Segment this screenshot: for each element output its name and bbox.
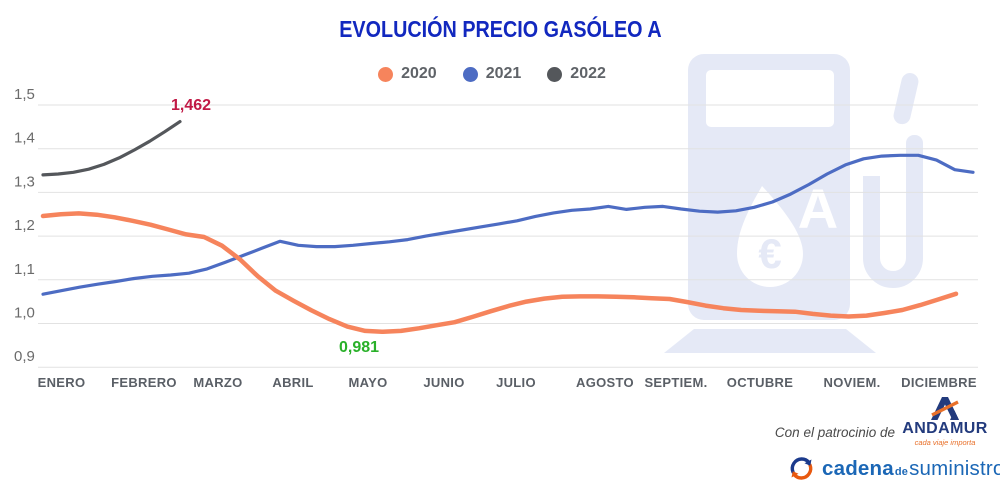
legend-label-2022: 2022	[570, 65, 606, 82]
andamur-tagline: cada viaje importa	[914, 438, 976, 447]
annotation-2022: 1,462	[171, 97, 211, 114]
cadena-wordmark: cadena de suministro	[822, 457, 1000, 481]
sponsor-caption: Con el patrocinio de	[774, 425, 895, 440]
y-axis-labels: 1,5 1,4 1,3 1,2 1,1 1,0 0,9	[14, 86, 35, 365]
x-tick-JULIO: JULIO	[496, 375, 536, 390]
series-line-2021	[41, 153, 975, 296]
x-tick-OCTUBRE: OCTUBRE	[727, 375, 793, 390]
circular-arrows-icon	[790, 457, 813, 480]
pump-hose-right	[906, 135, 923, 265]
annotation-2020: 0,981	[339, 339, 379, 356]
pump-screen	[706, 70, 834, 127]
euro-symbol: €	[758, 230, 781, 277]
andamur-name: ANDAMUR	[902, 420, 988, 437]
y-tick-0,9: 0,9	[14, 348, 35, 365]
page-title: EVOLUCIÓN PRECIO GASÓLEO A	[0, 16, 1000, 43]
page-title-text: EVOLUCIÓN PRECIO GASÓLEO A	[338, 16, 662, 42]
legend-swatch-2022-icon	[547, 66, 563, 82]
pump-base	[664, 329, 876, 353]
pump-nozzle	[893, 73, 919, 125]
legend-label-2021: 2021	[485, 65, 522, 82]
x-tick-ENERO: ENERO	[38, 375, 86, 390]
andamur-a-icon	[931, 397, 959, 420]
legend-swatch-2021-icon	[462, 66, 478, 82]
cadena-de-suministro-logo[interactable]: cadena de suministro	[788, 455, 1000, 482]
de-word: de	[894, 465, 909, 478]
suministro-word: suministro	[909, 456, 1000, 480]
x-tick-MARZO: MARZO	[193, 375, 242, 390]
x-tick-FEBRERO: FEBRERO	[111, 375, 177, 390]
legend-label-2020: 2020	[401, 65, 437, 82]
y-tick-1,4: 1,4	[14, 130, 35, 147]
x-tick-JUNIO: JUNIO	[423, 375, 464, 390]
legend-item-2021[interactable]: 2021	[462, 65, 522, 83]
y-tick-1,1: 1,1	[14, 261, 35, 278]
legend-item-2020[interactable]: 2020	[378, 65, 437, 83]
series-line-2020	[40, 211, 959, 335]
x-tick-ABRIL: ABRIL	[272, 375, 313, 390]
x-tick-AGOSTO: AGOSTO	[576, 375, 634, 390]
cadena-word: cadena	[822, 456, 894, 480]
series-line-2022	[41, 119, 182, 177]
y-tick-1,5: 1,5	[14, 86, 35, 103]
y-tick-1,0: 1,0	[14, 305, 35, 322]
x-tick-SEPTIEM.: SEPTIEM.	[644, 375, 707, 390]
legend-item-2022[interactable]: 2022	[547, 65, 606, 83]
x-tick-DICIEMBRE: DICIEMBRE	[901, 375, 977, 390]
x-tick-NOVIEM.: NOVIEM.	[824, 375, 881, 390]
gridlines	[38, 104, 978, 368]
x-axis-labels: ENERO FEBRERO MARZO ABRIL MAYO JUNIO JULIO AGOS…	[38, 375, 977, 390]
y-tick-1,3: 1,3	[14, 173, 35, 190]
legend: 2020 2021 2022	[0, 65, 1000, 83]
legend-swatch-2020-icon	[378, 66, 394, 82]
x-tick-MAYO: MAYO	[348, 375, 387, 390]
andamur-logo[interactable]: ANDAMUR cada viaje importa	[899, 396, 991, 447]
y-tick-1,2: 1,2	[14, 217, 35, 234]
